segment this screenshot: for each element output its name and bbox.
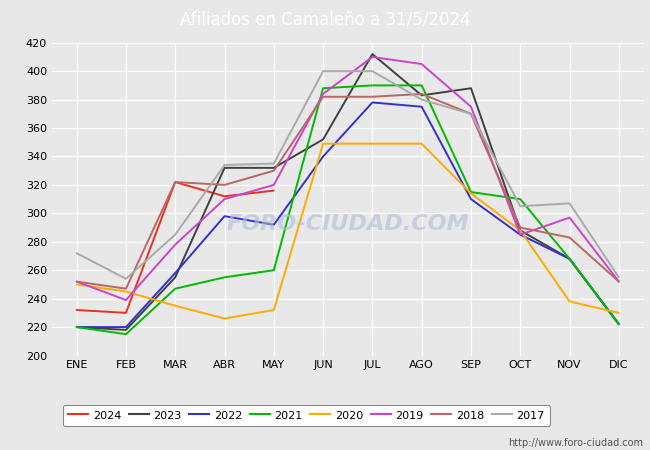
Legend: 2024, 2023, 2022, 2021, 2020, 2019, 2018, 2017: 2024, 2023, 2022, 2021, 2020, 2019, 2018… <box>62 405 550 426</box>
Text: http://www.foro-ciudad.com: http://www.foro-ciudad.com <box>508 438 644 448</box>
Text: Afiliados en Camaleño a 31/5/2024: Afiliados en Camaleño a 31/5/2024 <box>179 10 471 28</box>
Text: FORO-CIUDAD.COM: FORO-CIUDAD.COM <box>226 214 469 234</box>
